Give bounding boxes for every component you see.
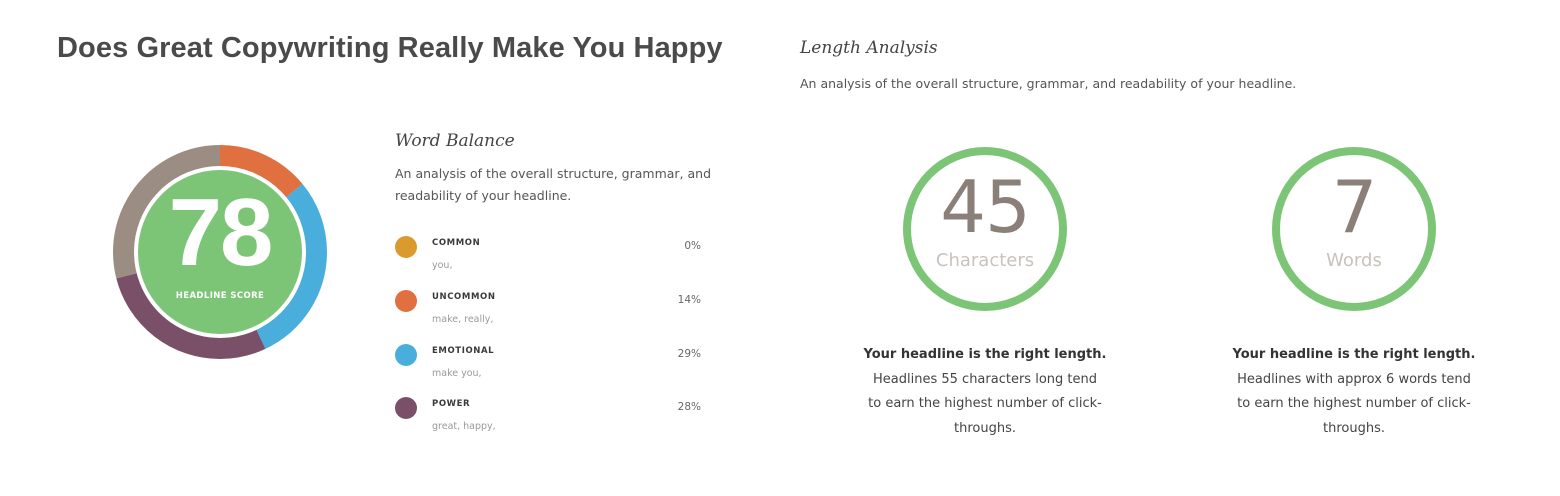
length-analysis-description: An analysis of the overall structure, gr…	[800, 76, 1297, 91]
word-balance-row-uncommon: UNCOMMON make, really, 14%	[395, 290, 705, 330]
common-words: you,	[432, 260, 453, 271]
emotional-label: EMOTIONAL	[432, 346, 495, 356]
uncommon-label: UNCOMMON	[432, 292, 496, 302]
emotional-percent: 29%	[677, 348, 701, 360]
characters-ring: 45 Characters	[901, 145, 1069, 313]
characters-verdict-title: Your headline is the right length.	[863, 347, 1107, 362]
power-words: great, happy,	[432, 421, 496, 432]
words-unit-label: Words	[1326, 250, 1382, 271]
emotional-words: make you,	[432, 368, 482, 379]
uncommon-percent: 14%	[677, 294, 701, 306]
score-ring-chart	[112, 144, 328, 360]
word-balance-title: Word Balance	[395, 131, 515, 151]
words-ring-track	[1272, 147, 1436, 311]
common-dot-icon	[395, 236, 417, 258]
common-label: COMMON	[432, 238, 481, 248]
characters-verdict-line2: to earn the highest number of click-	[868, 396, 1102, 411]
words-verdict: Your headline is the right length. Headl…	[1209, 343, 1499, 441]
word-balance-description: An analysis of the overall structure, gr…	[395, 163, 711, 207]
words-verdict-line2: to earn the highest number of click-	[1237, 396, 1471, 411]
words-ring: 7 Words	[1270, 145, 1438, 313]
characters-count: 45	[940, 165, 1031, 249]
power-percent: 28%	[677, 401, 701, 413]
characters-ring-track	[903, 147, 1067, 311]
words-verdict-title: Your headline is the right length.	[1232, 347, 1476, 362]
word-balance-description-line2: readability of your headline.	[395, 188, 572, 203]
characters-verdict-line1: Headlines 55 characters long tend	[873, 371, 1097, 387]
characters-verdict: Your headline is the right length. Headl…	[840, 343, 1130, 441]
score-segment-remainder	[113, 145, 327, 359]
characters-ring-graphic	[903, 147, 1067, 311]
score-segment-emotional	[113, 145, 327, 359]
characters-verdict-line3: throughs.	[954, 420, 1016, 436]
word-balance-description-line1: An analysis of the overall structure, gr…	[395, 166, 712, 181]
word-balance-row-common: COMMON you, 0%	[395, 236, 705, 276]
common-percent: 0%	[684, 240, 701, 252]
headline-score-donut: 78 HEADLINE SCORE	[108, 140, 332, 364]
characters-unit-label: Characters	[935, 250, 1035, 271]
power-dot-icon	[395, 397, 417, 419]
headline-title: Does Great Copywriting Really Make You H…	[57, 32, 723, 64]
length-analysis-title: Length Analysis	[800, 38, 938, 58]
headline-score-value: 78	[168, 179, 274, 286]
score-segment-power	[113, 145, 327, 359]
emotional-dot-icon	[395, 344, 417, 366]
word-balance-row-power: POWER great, happy, 28%	[395, 397, 705, 437]
uncommon-words: make, really,	[432, 314, 494, 325]
words-count: 7	[1331, 165, 1378, 249]
word-balance-row-emotional: EMOTIONAL make you, 29%	[395, 344, 705, 384]
power-label: POWER	[432, 399, 471, 409]
words-verdict-line3: throughs.	[1323, 420, 1385, 436]
headline-score-label: HEADLINE SCORE	[175, 291, 265, 301]
uncommon-dot-icon	[395, 290, 417, 312]
score-fill-circle	[134, 166, 306, 338]
words-verdict-line1: Headlines with approx 6 words tend	[1237, 371, 1471, 387]
words-ring-graphic	[1272, 147, 1436, 311]
